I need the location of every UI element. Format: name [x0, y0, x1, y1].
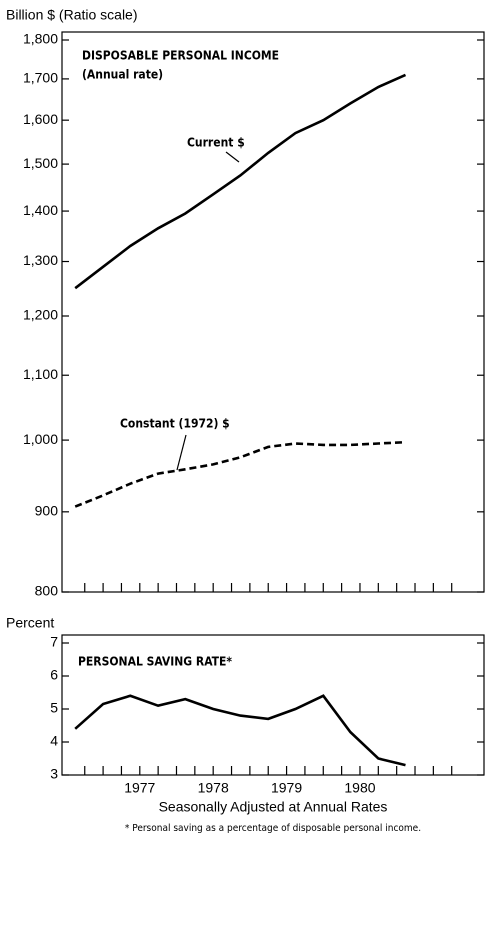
y-tick-label: 1,600: [23, 111, 58, 127]
plot-frame: [61, 634, 485, 776]
y-tick-label: 1,100: [23, 366, 58, 382]
data-line: [74, 73, 407, 290]
x-axis-title: Seasonally Adjusted at Annual Rates: [159, 799, 388, 815]
y-tick-label: 1,700: [23, 70, 58, 86]
y-tick-label: 1,800: [23, 31, 58, 47]
y-tick-label: 6: [50, 667, 58, 683]
plot-frame: [61, 31, 485, 593]
y-tick-label: 1,400: [23, 202, 58, 218]
panel-title: DISPOSABLE PERSONAL INCOME: [82, 49, 279, 63]
y-axis-title: Percent: [6, 615, 54, 631]
annotation: Current $: [187, 136, 245, 150]
y-tick-label: 4: [50, 733, 58, 749]
y-tick-label: 3: [50, 766, 58, 782]
y-tick-label: 900: [35, 503, 59, 519]
data-line: [74, 694, 406, 767]
footnote: * Personal saving as a percentage of dis…: [125, 823, 421, 834]
y-tick-label: 1,000: [23, 431, 58, 447]
annotation: Constant (1972) $: [120, 417, 230, 431]
panel-title: PERSONAL SAVING RATE*: [78, 655, 232, 669]
y-tick-label: 1,200: [23, 307, 58, 323]
y-axis-title: Billion $ (Ratio scale): [6, 7, 138, 23]
x-tick-label: 1978: [198, 780, 229, 796]
x-tick-label: 1977: [124, 780, 155, 796]
annotation-arrow: [176, 434, 187, 471]
data-line: [74, 440, 406, 508]
x-tick-label: 1979: [271, 780, 302, 796]
y-tick-label: 800: [35, 583, 59, 599]
panel-subtitle: (Annual rate): [82, 68, 163, 82]
y-tick-label: 7: [50, 634, 58, 650]
y-tick-label: 1,500: [23, 155, 58, 171]
y-tick-label: 5: [50, 700, 58, 716]
x-tick-label: 1980: [344, 780, 375, 796]
y-tick-label: 1,300: [23, 252, 58, 268]
annotation-arrow: [225, 151, 240, 163]
